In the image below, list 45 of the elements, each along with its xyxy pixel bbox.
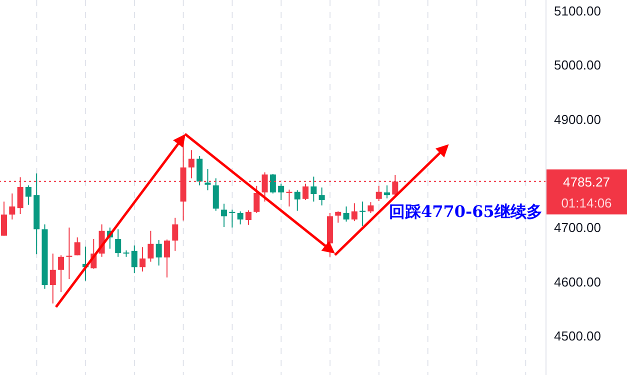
- candlestick: [9, 192, 16, 220]
- candlestick: [245, 210, 252, 226]
- candlestick: [335, 210, 342, 224]
- candlestick: [196, 156, 203, 186]
- candlestick: [360, 201, 366, 226]
- annotation: 回踩4770-65继续多: [389, 202, 542, 223]
- y-tick-label: 4500.00: [554, 328, 601, 344]
- candlestick: [25, 184, 32, 206]
- candlestick: [384, 184, 390, 199]
- candlestick: [131, 244, 138, 274]
- text: 01:14:06: [561, 195, 612, 210]
- candlestick: [368, 202, 374, 214]
- candlestick: [50, 253, 56, 304]
- candlestick: [188, 150, 194, 179]
- candlestick: [156, 240, 162, 266]
- candlestick: [74, 236, 80, 256]
- candlestick: [164, 239, 170, 278]
- candlestick: [270, 173, 276, 194]
- candlestick: [286, 189, 292, 207]
- candlestick: [221, 203, 228, 228]
- candlestick: [237, 210, 244, 225]
- candlestick: [376, 185, 382, 202]
- candlestick: [229, 209, 236, 228]
- y-tick-label: 4900.00: [554, 112, 601, 127]
- candlestick: [115, 228, 122, 258]
- candlestick: [294, 190, 300, 212]
- candlestick: [310, 176, 317, 202]
- candlestick: [204, 168, 211, 191]
- candlestick: [1, 201, 7, 236]
- candlestick: [172, 217, 178, 252]
- candlestick: [343, 206, 350, 222]
- candlestick: [58, 254, 64, 293]
- candlestick: [278, 183, 284, 200]
- candlestick: [318, 187, 325, 206]
- candlestick: [148, 230, 154, 262]
- y-tick-label: 4700.00: [554, 220, 601, 236]
- candlestick: [140, 246, 146, 272]
- y-tick-label: 5100.00: [554, 3, 601, 18]
- candlestick: [66, 227, 72, 280]
- y-tick-label: 5000.00: [554, 58, 601, 73]
- candlestick: [254, 185, 260, 214]
- candlestick: [351, 202, 358, 222]
- y-tick-label: 4600.00: [554, 274, 601, 290]
- ref-line-label: 4785.27: [563, 174, 610, 190]
- candlestick: [212, 178, 219, 212]
